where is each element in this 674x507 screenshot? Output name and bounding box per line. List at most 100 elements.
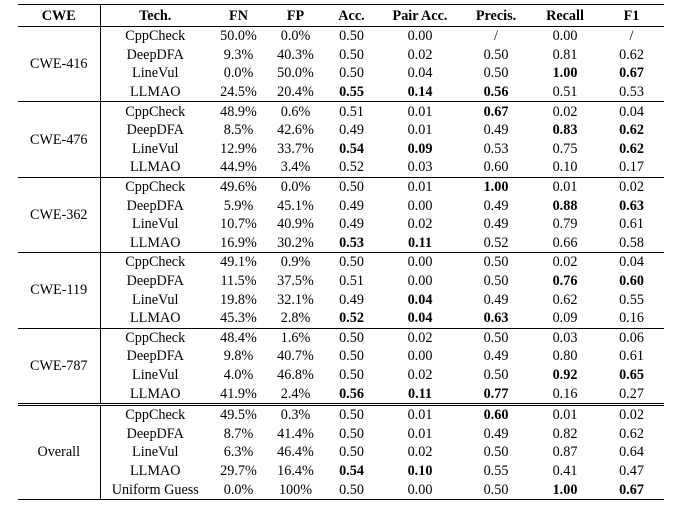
cell-recall: 0.09 [552,310,578,327]
cell-tech: CppCheck [125,407,186,424]
cell-fn: 0.0% [223,481,254,498]
cell-fp: 100% [278,481,313,498]
cell-fn: 44.9% [220,159,257,176]
cell-recall: 0.02 [552,103,578,120]
cell-recall: 0.62 [552,291,578,308]
cell-tech: LLMAO [130,234,181,251]
cell-f1: 0.61 [619,348,644,365]
cell-acc: 0.49 [339,122,364,139]
cell-acc: 0.50 [339,28,364,45]
cell-tech: CppCheck [125,329,186,346]
cell-acc: 0.54 [339,462,364,479]
cell-precision: 0.50 [483,65,509,82]
cell-fn: 0.0% [223,65,254,82]
cell-fp: 46.8% [277,366,314,383]
cell-tech: CppCheck [125,254,186,271]
cell-recall: 0.83 [552,122,578,139]
cell-fp: 37.5% [277,273,314,290]
table-row: LLMAO 29.7% 16.4% 0.54 0.10 0.55 0.41 0.47 [18,462,664,481]
cell-f1: 0.06 [619,329,644,346]
cell-precision: 0.50 [483,46,509,63]
cell-acc: 0.50 [339,444,364,461]
table-row: CWE-362 CppCheck 49.6% 0.0% 0.50 0.01 1.00 0.01… [18,177,664,253]
table-group: CWE-416 CppCheck 50.0% 0.0% 0.50 0.00/0.00/De… [18,26,664,102]
cell-fn: 41.9% [220,385,257,402]
cell-precision: 0.67 [483,103,509,120]
cell-acc: 0.50 [339,46,364,63]
cell-pair-acc: 0.02 [407,46,433,63]
cell-pair-acc: 0.11 [407,385,433,402]
cell-recall: 0.66 [552,234,578,251]
cell-pair-acc: 0.02 [407,366,433,383]
table-row: LineVul 12.9% 33.7% 0.54 0.09 0.53 0.75 0.62 [18,140,664,159]
cell-pair-acc: 0.01 [407,179,433,196]
cell-fp: 1.6% [280,329,311,346]
cell-acc: 0.49 [339,291,364,308]
cell-pair-acc: 0.01 [407,103,433,120]
cell-fn: 6.3% [223,444,254,461]
cell-fp: 0.6% [280,103,311,120]
cell-precision: 0.50 [483,254,509,271]
cell-f1: 0.67 [619,481,644,498]
cell-acc: 0.56 [339,385,364,402]
cell-tech: DeepDFA [126,425,184,442]
cell-cwe: CWE-787 [18,328,101,405]
cell-recall: 0.87 [552,444,578,461]
cell-tech: LineVul [132,291,179,308]
cell-pair-acc: 0.02 [407,329,433,346]
table-row: CWE-787 CppCheck 48.4% 1.6% 0.50 0.02 0.50 0.03… [18,328,664,405]
cell-recall: 0.00 [552,28,578,45]
cell-f1: 0.04 [619,254,644,271]
table-row: DeepDFA 11.5% 37.5% 0.51 0.00 0.50 0.76 0.60 [18,272,664,291]
cell-fn: 48.9% [220,103,257,120]
cell-f1: 0.02 [619,407,644,424]
cell-pair-acc: 0.10 [407,462,433,479]
cell-acc: 0.50 [339,348,364,365]
cell-fp: 40.7% [277,348,314,365]
cell-pair-acc: 0.09 [407,140,433,157]
cell-fp: 3.4% [280,159,311,176]
cell-fp: 42.6% [277,122,314,139]
cell-fn: 24.5% [220,84,257,101]
cell-tech: LLMAO [130,385,181,402]
cell-precision: 0.55 [483,462,509,479]
cell-acc: 0.50 [339,329,364,346]
cell-acc: 0.50 [339,254,364,271]
cell-precision: / [494,28,498,45]
table-row: DeepDFA 8.7% 41.4% 0.50 0.01 0.49 0.82 0.62 [18,424,664,443]
cell-fn: 11.5% [220,273,257,290]
table-group: CWE-119 CppCheck 49.1% 0.9% 0.50 0.00 0.50 0.02… [18,252,664,328]
cell-tech: Uniform Guess [111,481,199,498]
cell-fn: 8.7% [223,425,254,442]
cell-recall: 0.03 [552,329,578,346]
cell-pair-acc: 0.04 [407,310,433,327]
table-row: LineVul 4.0% 46.8% 0.50 0.02 0.50 0.92 0.65 [18,366,664,385]
results-table: CWE Tech. FN FP Acc. Pair Acc. Precis. R… [18,4,664,500]
cell-pair-acc: 0.01 [407,122,433,139]
cell-precision: 0.49 [483,348,509,365]
cell-recall: 0.01 [552,407,578,424]
cell-pair-acc: 0.02 [407,444,433,461]
cell-f1: 0.02 [619,179,644,196]
cell-f1: 0.47 [619,462,644,479]
cell-fp: 16.4% [277,462,314,479]
cell-recall: 0.16 [552,385,578,402]
cell-fn: 45.3% [220,310,257,327]
cell-acc: 0.50 [339,481,364,498]
cell-fp: 30.2% [277,234,314,251]
cell-tech: LineVul [132,65,179,82]
cell-pair-acc: 0.00 [407,254,433,271]
cell-f1: 0.62 [619,122,644,139]
table-group: CWE-362 CppCheck 49.6% 0.0% 0.50 0.01 1.00 0.01… [18,177,664,253]
header-fn: FN [229,7,248,24]
cell-tech: CppCheck [125,179,186,196]
cell-acc: 0.51 [339,273,364,290]
header-acc: Acc. [338,7,365,24]
cell-tech: LineVul [132,216,179,233]
table-row: CWE-476 CppCheck 48.9% 0.6% 0.51 0.01 0.67 0.02… [18,101,664,178]
cell-precision: 0.49 [483,197,509,214]
cell-tech: LineVul [132,366,179,383]
cell-tech: LLMAO [130,462,181,479]
cell-f1: 0.16 [619,310,644,327]
cell-tech: LLMAO [130,310,181,327]
